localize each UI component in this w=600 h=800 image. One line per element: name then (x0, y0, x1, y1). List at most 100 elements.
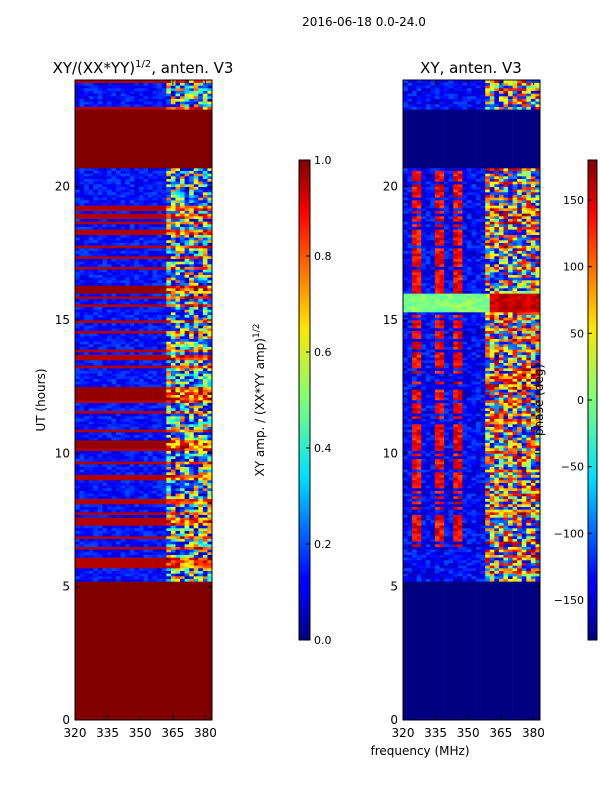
heatmap-cell (75, 712, 80, 715)
heatmap-cell (184, 522, 190, 526)
heatmap-cell (102, 546, 108, 550)
heatmap-cell (189, 357, 195, 361)
heatmap-cell (143, 634, 149, 638)
heatmap-cell (93, 677, 99, 681)
heatmap-cell (198, 645, 204, 649)
heatmap-cell (193, 485, 199, 489)
heatmap-cell (79, 354, 85, 358)
heatmap-cell (138, 322, 144, 326)
heatmap-cell (125, 578, 131, 582)
heatmap-cell (161, 624, 167, 627)
heatmap-cell (193, 698, 199, 702)
heatmap-cell (102, 442, 108, 446)
heatmap-cell (193, 618, 199, 622)
heatmap-cell (189, 469, 195, 473)
heatmap-cell (175, 570, 181, 574)
heatmap-cell (152, 696, 158, 699)
heatmap-cell (134, 520, 140, 523)
heatmap-cell (134, 680, 140, 683)
heatmap-cell (111, 522, 117, 526)
heatmap-cell (129, 448, 135, 451)
heatmap-cell (129, 306, 135, 310)
heatmap-cell (148, 621, 153, 625)
heatmap-cell (97, 661, 103, 665)
heatmap-cell (75, 672, 80, 675)
heatmap-cell (161, 490, 167, 494)
heatmap-cell (97, 509, 103, 513)
heatmap-cell (93, 306, 99, 310)
heatmap-cell (102, 474, 108, 478)
heatmap-cell (138, 333, 144, 337)
heatmap-cell (161, 597, 167, 601)
left-panel: XY/(XX*YY)1/2, anten. V3 320 335 350 365 380… (34, 59, 233, 740)
heatmap-cell (184, 440, 190, 443)
heatmap-cell (129, 325, 135, 329)
heatmap-cell (175, 480, 181, 483)
heatmap-cell (152, 565, 158, 569)
heatmap-cell (148, 410, 153, 414)
heatmap-cell (84, 613, 89, 617)
heatmap-cell (143, 392, 149, 395)
heatmap-cell (116, 610, 121, 614)
heatmap-cell (180, 330, 185, 334)
heatmap-cell (207, 336, 212, 339)
heatmap-cell (170, 509, 176, 513)
heatmap-cell (202, 312, 208, 315)
heatmap-cell (198, 384, 204, 387)
heatmap-cell (157, 650, 163, 654)
heatmap-cell (97, 496, 103, 499)
heatmap-cell (106, 461, 112, 465)
heatmap-cell (157, 469, 163, 473)
heatmap-cell (84, 384, 89, 387)
heatmap-cell (166, 706, 172, 710)
heatmap-cell (84, 336, 89, 339)
heatmap-cell (180, 661, 185, 665)
heatmap-cell (88, 349, 94, 353)
heatmap-cell (175, 426, 181, 430)
heatmap-cell (120, 485, 126, 489)
heatmap-cell (120, 594, 126, 598)
heatmap-cell (111, 437, 117, 441)
heatmap-cell (116, 634, 121, 638)
heatmap-cell (170, 472, 176, 475)
heatmap-cell (88, 368, 94, 371)
heatmap-cell (180, 341, 185, 345)
heatmap-cell (198, 589, 204, 593)
heatmap-cell (125, 570, 131, 574)
heatmap-cell (189, 562, 195, 566)
heatmap-cell (84, 341, 89, 345)
heatmap-cell (79, 330, 85, 334)
heatmap-cell (161, 602, 167, 606)
heatmap-cell (143, 610, 149, 614)
heatmap-cell (111, 640, 117, 643)
heatmap-cell (79, 552, 85, 555)
heatmap-cell (111, 493, 117, 497)
heatmap-cell (116, 418, 121, 422)
heatmap-cell (125, 354, 131, 358)
heatmap-cell (106, 312, 112, 315)
heatmap-cell (125, 642, 131, 646)
heatmap-cell (202, 648, 208, 651)
heatmap-cell (134, 333, 140, 337)
heatmap-cell (161, 458, 167, 462)
heatmap-cell (79, 477, 85, 481)
heatmap-cell (198, 437, 204, 441)
heatmap-cell (143, 565, 149, 569)
heatmap-cell (120, 325, 126, 329)
heatmap-cell (125, 442, 131, 446)
heatmap-cell (193, 296, 199, 299)
heatmap-cell (148, 432, 153, 435)
heatmap-cell (198, 536, 204, 539)
heatmap-cell (161, 461, 167, 465)
heatmap-cell (184, 464, 190, 467)
heatmap-cell (170, 637, 176, 641)
heatmap-cell (120, 312, 126, 315)
heatmap-cell (102, 314, 108, 318)
heatmap-cell (152, 418, 158, 422)
heatmap-cell (184, 338, 190, 342)
heatmap-cell (189, 434, 195, 438)
heatmap-cell (106, 664, 112, 667)
heatmap-cell (102, 349, 108, 353)
heatmap-cell (125, 370, 131, 374)
heatmap-cell (97, 520, 103, 523)
